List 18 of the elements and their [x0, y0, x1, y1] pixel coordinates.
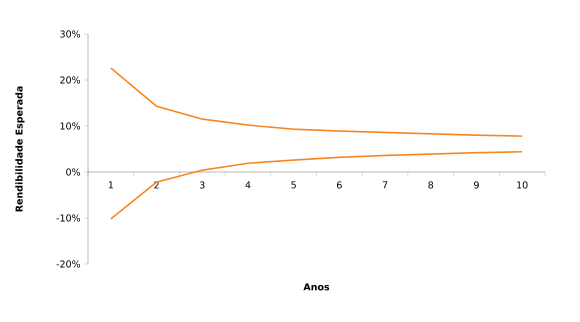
y-tick-label: -10%	[56, 214, 80, 222]
y-tick-label: 20%	[60, 76, 80, 84]
x-tick-label: 7	[382, 181, 388, 188]
x-tick-label: 4	[245, 181, 250, 188]
x-tick-label: 5	[291, 181, 296, 188]
x-tick-label: 6	[336, 181, 342, 189]
y-axis-title: Rendibilidade Esperada	[15, 86, 24, 212]
y-tick-label: 0%	[66, 168, 80, 176]
y-tick-label: -20%	[56, 260, 80, 268]
x-tick-label: 8	[428, 181, 434, 189]
line-series	[110, 67, 523, 137]
y-tick-label: 30%	[60, 30, 80, 38]
x-tick-label: 10	[517, 181, 528, 189]
x-axis-title: Anos	[303, 283, 330, 290]
x-tick-label: 9	[474, 181, 479, 189]
x-tick-label: 1	[108, 181, 113, 188]
x-tick-label: 3	[200, 181, 205, 189]
y-tick-label: 10%	[60, 122, 80, 130]
